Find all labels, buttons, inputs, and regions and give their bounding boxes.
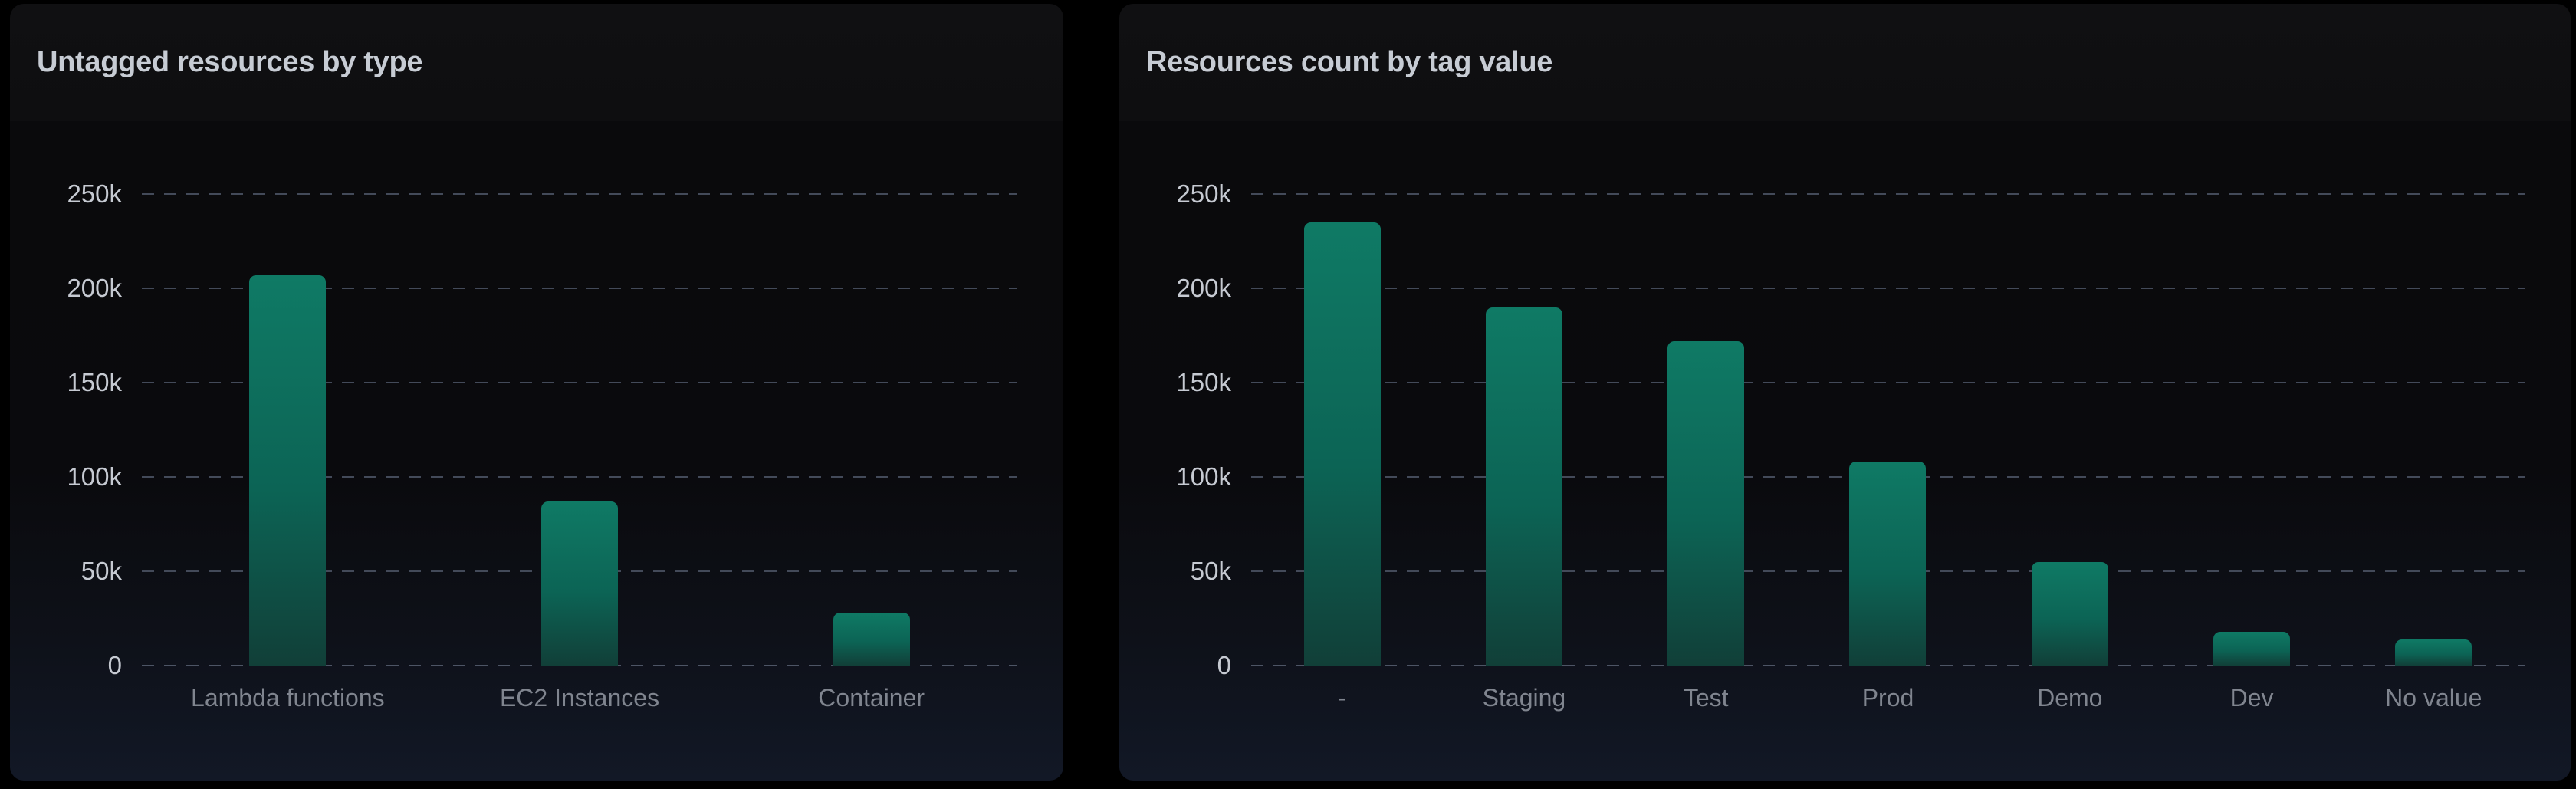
- x-axis-label-ec2-instances: EC2 Instances: [499, 684, 660, 712]
- y-axis-tick-label: 100k: [67, 462, 122, 491]
- bar-column-lambda-functions: [142, 194, 434, 666]
- bar-column-container: [725, 194, 1017, 666]
- bar-test[interactable]: [1668, 340, 1745, 666]
- x-axis-label-blank: -: [1338, 684, 1346, 712]
- x-axis-label-no-value: No value: [2385, 684, 2482, 712]
- x-axis-label-test: Test: [1683, 684, 1729, 712]
- y-axis-tick-label: 100k: [1176, 462, 1231, 491]
- bar-column-demo: [1979, 194, 2160, 666]
- x-axis-label-staging: Staging: [1482, 684, 1566, 712]
- card-header: Resources count by tag value: [1119, 4, 2571, 121]
- chart-title: Untagged resources by type: [37, 46, 423, 78]
- gridline-200k: [1251, 288, 2525, 289]
- gridline-150k: [142, 382, 1017, 383]
- chart-title: Resources count by tag value: [1146, 46, 1553, 78]
- bar-no-value[interactable]: [2395, 639, 2472, 666]
- y-axis-tick-label: 200k: [67, 274, 122, 302]
- bar-lambda-functions[interactable]: [249, 275, 327, 666]
- bar-demo[interactable]: [2031, 561, 2108, 666]
- bar-dev[interactable]: [2213, 631, 2291, 666]
- bar-container[interactable]: [833, 613, 910, 666]
- bar-prod[interactable]: [1849, 462, 1927, 666]
- gridline-0: [1251, 665, 2525, 666]
- bar-column-dev: [2160, 194, 2342, 666]
- untagged-resources-chart-card: Untagged resources by type 0 50k 100k 150k 2…: [10, 4, 1063, 781]
- x-axis-label-container: Container: [818, 684, 925, 712]
- y-axis-tick-label: 150k: [67, 368, 122, 396]
- card-header: Untagged resources by type: [10, 4, 1063, 121]
- resources-by-tag-chart-card: Resources count by tag value 0 50k 100k 150…: [1119, 4, 2571, 781]
- x-axis-labels: - Staging Test Prod Demo Dev No value: [1251, 684, 2525, 712]
- bar-column-prod: [1797, 194, 1979, 666]
- x-axis-label-demo: Demo: [2037, 684, 2103, 712]
- gridline-0: [142, 665, 1017, 666]
- y-axis-tick-label: 0: [107, 651, 122, 679]
- bar-blank[interactable]: [1303, 222, 1381, 666]
- y-axis-tick-label: 250k: [67, 179, 122, 208]
- x-axis-label-lambda-functions: Lambda functions: [191, 684, 385, 712]
- bar-column-blank: [1251, 194, 1433, 666]
- bar-chart-plot-area: 0 50k 100k 150k 200k 250k: [67, 179, 1017, 679]
- bar-column-staging: [1433, 194, 1615, 666]
- x-axis-label-prod: Prod: [1861, 684, 1914, 712]
- gridline-100k: [142, 476, 1017, 478]
- gridline-250k: [1251, 193, 2525, 195]
- y-axis-tick-label: 150k: [1176, 368, 1231, 396]
- x-axis-label-dev: Dev: [2229, 684, 2274, 712]
- gridline-200k: [142, 288, 1017, 289]
- gridline-150k: [1251, 382, 2525, 383]
- bar-ec2-instances[interactable]: [541, 501, 618, 666]
- bars-group: [1251, 194, 2525, 666]
- bar-column-test: [1615, 194, 1797, 666]
- bar-column-ec2-instances: [434, 194, 726, 666]
- gridline-250k: [142, 193, 1017, 195]
- bars-group: [142, 194, 1017, 666]
- y-axis-tick-label: 50k: [1190, 557, 1231, 585]
- y-axis-tick-label: 200k: [1176, 274, 1231, 302]
- bar-column-no-value: [2343, 194, 2525, 666]
- y-axis-tick-label: 250k: [1176, 179, 1231, 208]
- bar-chart-plot-area: 0 50k 100k 150k 200k 250k: [1176, 179, 2525, 679]
- bar-staging[interactable]: [1485, 307, 1562, 666]
- y-axis-tick-label: 50k: [80, 557, 122, 585]
- y-axis-tick-label: 0: [1217, 651, 1231, 679]
- x-axis-labels: Lambda functions EC2 Instances Container: [142, 684, 1017, 712]
